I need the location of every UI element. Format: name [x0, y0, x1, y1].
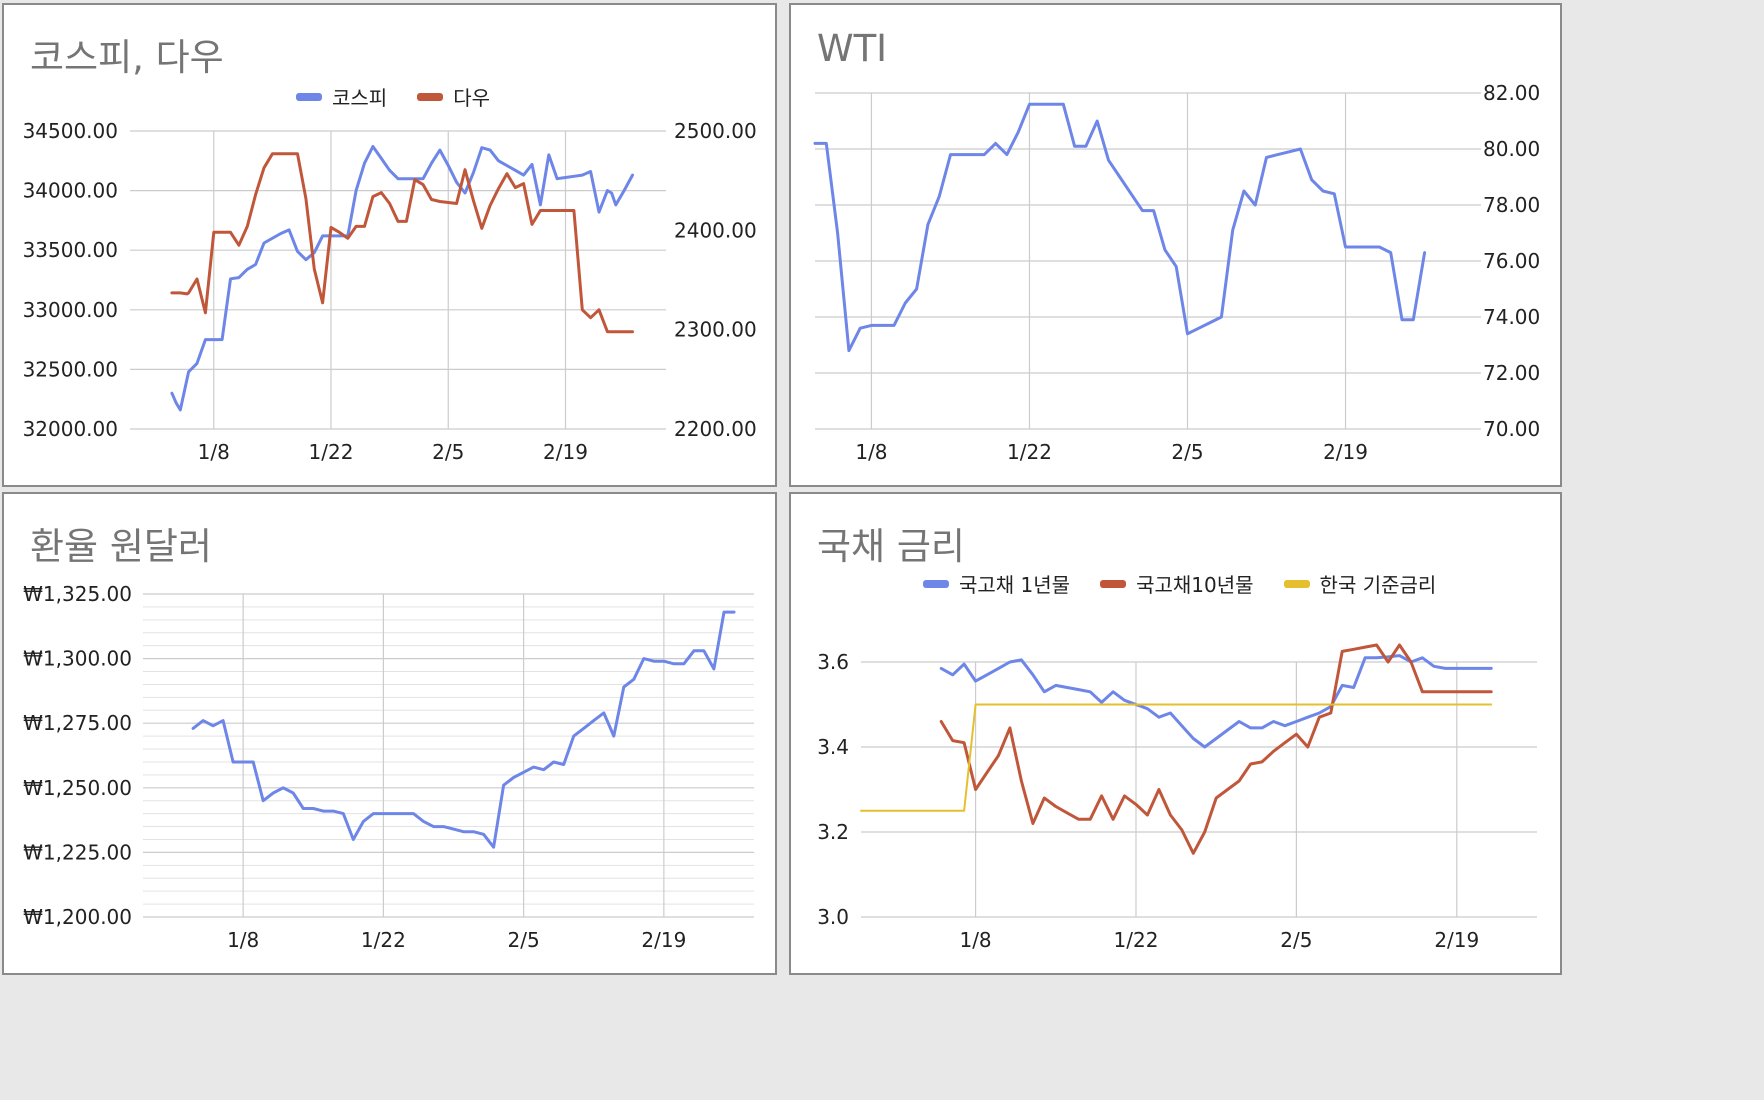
y-tick-label-left: 3.2 — [817, 820, 849, 844]
y-tick-label-left: 32000.00 — [23, 417, 118, 441]
x-tick-label: 2/5 — [508, 928, 540, 952]
chart-panel-bond-yields: 국채 금리 국고채 1년물 국고채10년물 한국 기준금리 1/8 1/22 2/5… — [789, 492, 1562, 975]
y-tick-label-right: 72.00 — [1483, 361, 1540, 385]
legend-label-dow: 다우 — [453, 86, 491, 110]
series-line-0 — [939, 654, 1493, 749]
legend-swatch-dow — [417, 92, 444, 101]
chart-plot-bond-yields: 1/8 1/22 2/5 2/19 3.0 3.2 3.4 3.6 — [817, 643, 1537, 952]
y-tick-label-left: 32500.00 — [23, 357, 118, 381]
x-tick-label: 2/19 — [1323, 440, 1368, 464]
y-tick-label-left: 34000.00 — [23, 179, 118, 203]
x-tick-label: 1/22 — [1114, 928, 1159, 952]
x-tick-label: 1/22 — [1007, 440, 1052, 464]
legend-label-10y: 국고채10년물 — [1136, 573, 1254, 597]
chart-panel-exchange-rate: 환율 원달러 1/8 1/22 2/5 2/19 ₩1,200.00 ₩1,225.00 ₩… — [2, 492, 777, 975]
y-tick-label-left: ₩1,325.00 — [23, 582, 132, 606]
y-tick-label-left: 3.4 — [817, 735, 849, 759]
chart-title: 코스피, 다우 — [30, 36, 224, 79]
series-line-0 — [813, 102, 1427, 353]
y-tick-label-right: 74.00 — [1483, 305, 1540, 329]
y-tick-label-right: 82.00 — [1483, 81, 1540, 105]
x-tick-label: 2/5 — [1280, 928, 1312, 952]
y-tick-label-left: 33000.00 — [23, 298, 118, 322]
x-tick-label: 1/8 — [198, 440, 230, 464]
chart-title: WTI — [817, 27, 888, 70]
chart-panel-kospi-dow: 코스피, 다우 코스피 다우 1/8 1/22 2/5 2/19 32000.00 325… — [2, 3, 777, 487]
y-tick-label-right: 2200.00 — [674, 417, 757, 441]
y-tick-label-left: ₩1,225.00 — [23, 840, 132, 864]
x-tick-label: 1/22 — [361, 928, 406, 952]
legend-item-kospi: 코스피 — [296, 82, 387, 111]
y-tick-label-left: ₩1,300.00 — [23, 647, 132, 671]
y-tick-label-right: 2400.00 — [674, 218, 757, 242]
series-line-2 — [860, 703, 1493, 812]
y-tick-label-left: ₩1,200.00 — [23, 905, 132, 929]
legend-label-base-rate: 한국 기준금리 — [1319, 573, 1437, 597]
x-tick-label: 2/19 — [543, 440, 588, 464]
x-tick-label: 2/19 — [1434, 928, 1479, 952]
x-tick-label: 1/22 — [309, 440, 354, 464]
y-tick-label-right: 2500.00 — [674, 119, 757, 143]
series-line-0 — [191, 610, 736, 849]
legend-item-1y: 국고채 1년물 — [923, 569, 1070, 598]
y-tick-label-left: ₩1,250.00 — [23, 776, 132, 800]
x-tick-label: 2/5 — [1171, 440, 1203, 464]
chart-title: 환율 원달러 — [30, 525, 212, 568]
chart-plot-exchange-rate: 1/8 1/22 2/5 2/19 ₩1,200.00 ₩1,225.00 ₩1,250.0… — [23, 582, 754, 952]
y-tick-label-right: 78.00 — [1483, 193, 1540, 217]
x-tick-label: 2/19 — [641, 928, 686, 952]
y-tick-label-left: 34500.00 — [23, 119, 118, 143]
chart-plot-kospi-dow: 1/8 1/22 2/5 2/19 32000.00 32500.00 33000.00 33… — [23, 119, 757, 464]
y-tick-label-left: 3.0 — [817, 905, 849, 929]
legend-swatch-base-rate — [1283, 579, 1310, 588]
chart-title: 국채 금리 — [817, 525, 965, 568]
y-tick-label-left: 33500.00 — [23, 238, 118, 262]
y-tick-label-right: 70.00 — [1483, 417, 1540, 441]
x-tick-label: 1/8 — [959, 928, 991, 952]
x-tick-label: 2/5 — [432, 440, 464, 464]
legend-label-kospi: 코스피 — [332, 86, 388, 110]
y-tick-label-right: 2300.00 — [674, 318, 757, 342]
legend-item-base-rate: 한국 기준금리 — [1283, 569, 1437, 598]
x-tick-label: 1/8 — [855, 440, 887, 464]
chart-legend: 코스피 다우 — [296, 82, 490, 111]
legend-swatch-1y — [923, 579, 949, 588]
series-line-0 — [170, 145, 634, 412]
legend-swatch-10y — [1100, 579, 1127, 588]
legend-item-dow: 다우 — [417, 82, 490, 111]
legend-swatch-kospi — [296, 92, 322, 101]
chart-panel-wti: WTI 1/8 1/22 2/5 2/19 70.00 72.00 74.00 76.00 78… — [789, 3, 1562, 487]
x-tick-label: 1/8 — [227, 928, 259, 952]
y-tick-label-right: 80.00 — [1483, 137, 1540, 161]
y-tick-label-right: 76.00 — [1483, 249, 1540, 273]
legend-item-10y: 국고채10년물 — [1100, 569, 1254, 598]
series-line-1 — [170, 152, 634, 334]
chart-legend: 국고채 1년물 국고채10년물 한국 기준금리 — [923, 569, 1436, 598]
y-tick-label-left: 3.6 — [817, 650, 849, 674]
legend-label-1y: 국고채 1년물 — [959, 573, 1071, 597]
series-line-1 — [939, 643, 1493, 855]
chart-plot-wti: 1/8 1/22 2/5 2/19 70.00 72.00 74.00 76.00 78.00 8… — [813, 81, 1540, 464]
y-tick-label-left: ₩1,275.00 — [23, 711, 132, 735]
